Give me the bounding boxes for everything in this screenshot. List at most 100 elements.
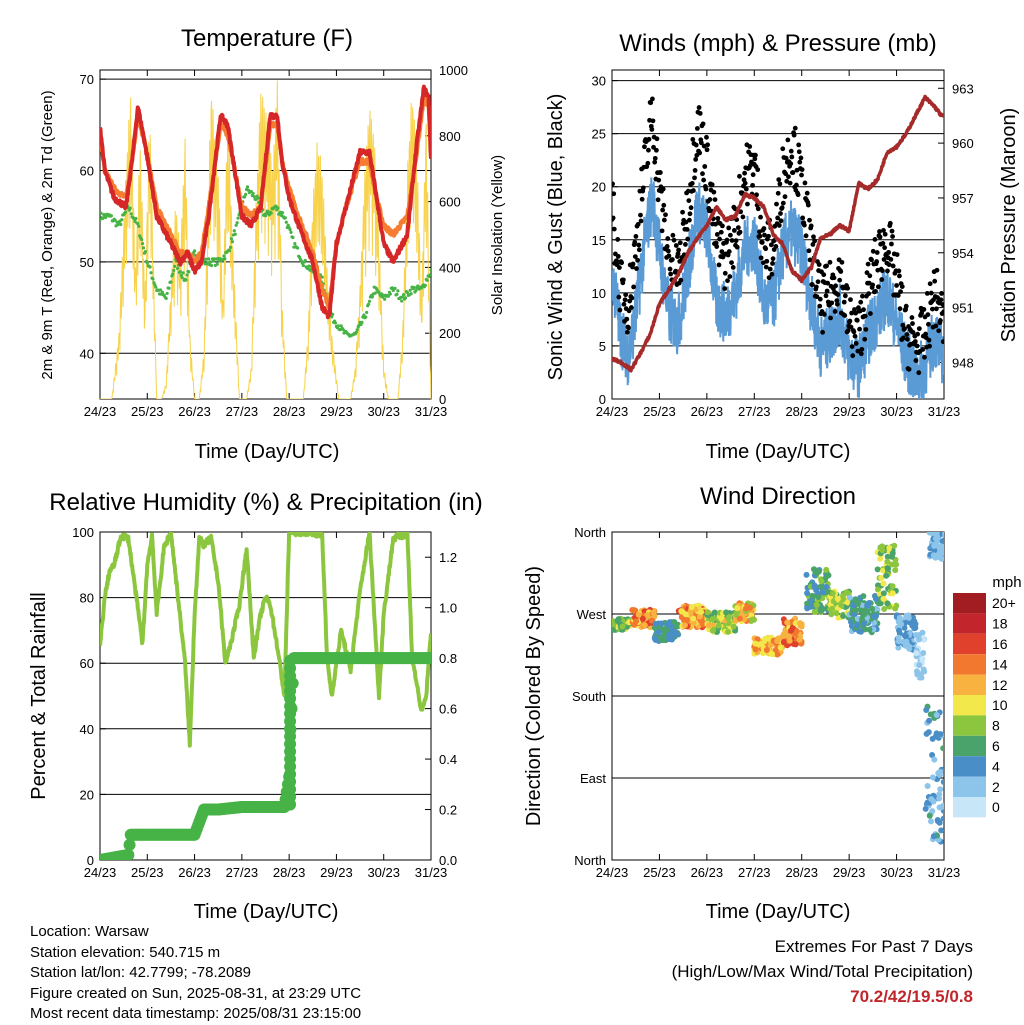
colorbar-swatch [953, 613, 986, 634]
gust-point [612, 215, 616, 221]
y-tick-label: 0 [599, 392, 606, 407]
gust-point [808, 223, 814, 229]
gust-point [820, 329, 825, 335]
direction-point [924, 783, 931, 790]
gust-point [631, 284, 637, 290]
gust-point [622, 297, 628, 303]
info-elevation: Station elevation: 540.715 m [30, 943, 221, 961]
dewpoint-point [235, 221, 239, 225]
gust-point [930, 306, 935, 312]
direction-point [874, 566, 881, 573]
winds-series [612, 94, 944, 399]
direction-point [879, 547, 886, 554]
gust-point [902, 326, 907, 332]
dewpoint-point [223, 257, 227, 261]
gust-point [825, 280, 831, 286]
direction-point [860, 593, 867, 600]
dewpoint-point [148, 265, 152, 269]
temperature-title: Temperature (F) [181, 25, 353, 52]
dewpoint-point [360, 320, 364, 324]
gust-point [837, 277, 843, 283]
gust-point [926, 337, 932, 343]
info-latlon: Station lat/lon: 42.7799; -78.2089 [30, 964, 252, 981]
direction-point [663, 626, 670, 633]
gust-point [645, 160, 651, 166]
gust-point [862, 336, 868, 342]
direction-point [892, 567, 899, 574]
extremes-line2: (High/Low/Max Wind/Total Precipitation) [671, 962, 973, 981]
direction-point [667, 631, 674, 638]
gust-point [774, 201, 779, 207]
dewpoint-point [160, 290, 165, 294]
direction-point [930, 833, 937, 840]
gust-point [700, 171, 705, 177]
gust-point [714, 244, 720, 249]
gust-point [616, 294, 622, 300]
direction-point [658, 620, 665, 627]
dewpoint-point [416, 284, 420, 288]
gust-point [872, 236, 878, 242]
rainfall-point [123, 838, 136, 851]
direction-point [937, 768, 944, 775]
gust-point [664, 244, 670, 249]
gust-point [874, 259, 880, 264]
gust-point [650, 118, 656, 124]
gust-point [880, 241, 886, 246]
dewpoint-point [154, 285, 158, 289]
gust-point [885, 268, 890, 274]
direction-point [635, 611, 642, 618]
gust-point [636, 242, 642, 248]
gust-point [693, 157, 699, 162]
dewpoint-point [222, 254, 226, 258]
dewpoint-point [365, 310, 369, 315]
gust-point [817, 296, 823, 302]
direction-point [820, 589, 827, 596]
direction-point [813, 601, 820, 608]
gust-point [889, 241, 894, 247]
gust-point [857, 326, 862, 332]
gust-point [700, 121, 706, 127]
gust-point [906, 366, 912, 372]
y-right-tick-label: 600 [439, 195, 461, 210]
humidity-series [100, 532, 431, 860]
direction-point [916, 670, 923, 677]
direction-point [929, 735, 936, 742]
direction-point [758, 640, 765, 647]
direction-point [784, 619, 791, 626]
gust-point [873, 288, 878, 294]
direction-point [829, 605, 836, 612]
gust-point [698, 140, 704, 146]
dewpoint-point [395, 292, 399, 296]
gust-point [860, 293, 865, 299]
dewpoint-point [293, 241, 297, 246]
direction-point [933, 712, 940, 719]
gust-point [851, 329, 857, 335]
gust-point [666, 253, 672, 259]
direction-point [846, 594, 853, 601]
gust-point [697, 110, 703, 116]
gust-point [801, 222, 807, 228]
direction-point [859, 616, 866, 623]
direction-point [920, 636, 927, 643]
direction-point [829, 590, 836, 597]
direction-ylabel-left: Direction (Colored By Speed) [523, 566, 545, 826]
temperature-ylabel-right: Solar Insolation (Yellow) [489, 155, 506, 315]
direction-point [811, 609, 818, 616]
gust-point [619, 260, 625, 266]
dewpoint-point [234, 223, 238, 227]
dewpoint-point [185, 273, 189, 277]
gust-point [858, 299, 864, 305]
dewpoint-point [362, 313, 366, 317]
direction-point [855, 600, 862, 607]
gust-point [743, 186, 749, 192]
x-tick-label: 26/23 [691, 865, 724, 880]
direction-point [786, 637, 793, 644]
gust-point [887, 220, 893, 226]
gust-point [731, 228, 737, 233]
gust-point [770, 256, 776, 262]
gust-point [824, 263, 829, 269]
gust-point [847, 318, 853, 324]
direction-xlabel: Time (Day/UTC) [706, 901, 851, 923]
direction-point [614, 617, 621, 624]
x-tick-label: 25/23 [643, 865, 676, 880]
